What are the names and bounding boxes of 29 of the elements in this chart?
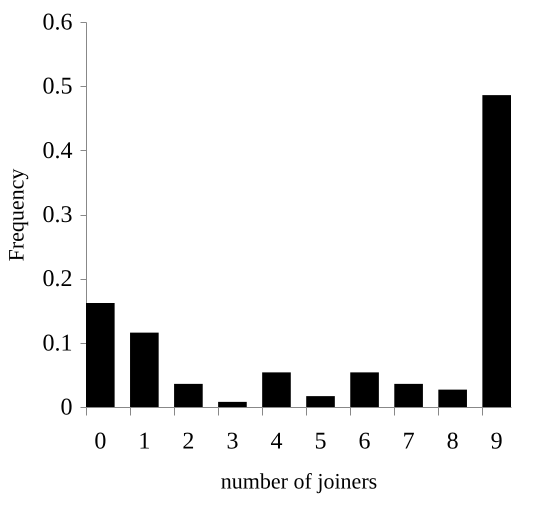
x-tick-label: 7 — [402, 428, 415, 454]
x-tick-label: 0 — [94, 428, 106, 454]
y-tick-label: 0.4 — [42, 138, 72, 164]
y-tick-label: 0.3 — [42, 202, 72, 228]
x-axis-title: number of joiners — [220, 468, 378, 494]
bar — [482, 95, 511, 407]
bar — [306, 396, 335, 407]
bar — [86, 303, 115, 407]
bar — [394, 384, 423, 407]
x-tick-label: 3 — [226, 428, 238, 454]
bar — [262, 372, 291, 407]
y-tick-label: 0 — [60, 394, 72, 420]
bar — [130, 332, 159, 407]
y-tick-label: 0.1 — [42, 330, 72, 356]
y-tick-label: 0.2 — [42, 266, 72, 292]
y-tick-label: 0.5 — [42, 74, 72, 100]
bar — [350, 372, 379, 407]
x-tick-label: 6 — [358, 428, 371, 454]
x-tick-label: 9 — [490, 428, 503, 454]
bar — [438, 390, 467, 407]
x-tick-label: 2 — [182, 428, 194, 454]
x-tick-label: 8 — [446, 428, 459, 454]
x-tick-label: 4 — [270, 428, 282, 454]
y-tick-label: 0.6 — [42, 10, 72, 36]
bar — [218, 402, 247, 407]
bar — [174, 384, 203, 407]
y-axis-title: Frequency — [4, 168, 28, 262]
x-tick-label: 5 — [314, 428, 327, 454]
x-tick-label: 1 — [138, 428, 150, 454]
